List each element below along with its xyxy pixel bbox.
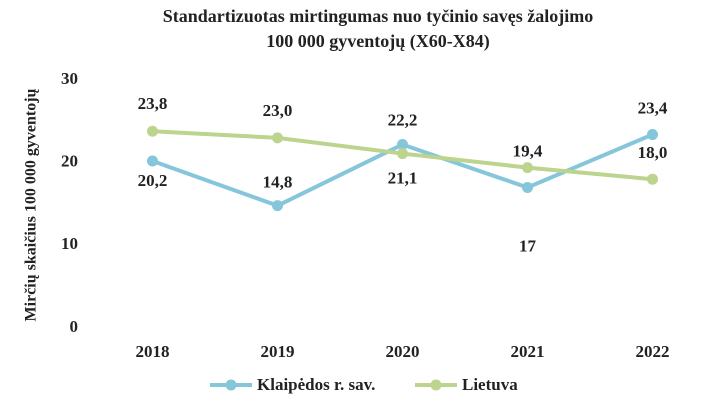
legend-label: Lietuva	[462, 375, 518, 394]
data-label: 23,8	[138, 94, 168, 113]
x-tick-label: 2020	[386, 342, 420, 361]
data-label: 23,4	[638, 98, 668, 117]
chart-title: 100 000 gyventojų (X60-X84)	[266, 31, 489, 52]
data-label: 19,4	[513, 142, 543, 161]
data-label: 17	[519, 236, 537, 255]
data-label: 20,2	[138, 171, 168, 190]
point	[647, 129, 658, 141]
legend-label: Klaipėdos r. sav.	[257, 375, 375, 394]
point	[272, 132, 283, 144]
point	[397, 138, 408, 150]
y-axis-label: Mirčių skaičius 100 000 gyventojų	[23, 88, 40, 321]
x-tick-label: 2018	[136, 342, 170, 361]
x-tick-label: 2022	[636, 342, 670, 361]
point	[147, 155, 158, 167]
y-tick-label: 10	[61, 234, 78, 253]
point	[272, 200, 283, 212]
point	[147, 125, 158, 137]
x-tick-label: 2019	[261, 342, 295, 361]
data-label: 21,1	[388, 168, 418, 187]
data-label: 14,8	[263, 173, 293, 192]
y-tick-label: 30	[61, 69, 78, 88]
x-tick-label: 2021	[511, 342, 545, 361]
legend-marker	[225, 379, 237, 391]
y-tick-label: 20	[61, 152, 78, 171]
legend-marker	[430, 379, 442, 391]
point	[522, 162, 533, 174]
y-tick-label: 0	[70, 317, 79, 336]
point	[647, 173, 658, 185]
chart-title: Standartizuotas mirtingumas nuo tyčinio …	[163, 6, 594, 26]
point	[522, 181, 533, 193]
data-label: 22,2	[388, 110, 418, 129]
point	[397, 148, 408, 160]
data-label: 23,0	[263, 101, 293, 120]
data-label: 18,0	[638, 143, 668, 162]
